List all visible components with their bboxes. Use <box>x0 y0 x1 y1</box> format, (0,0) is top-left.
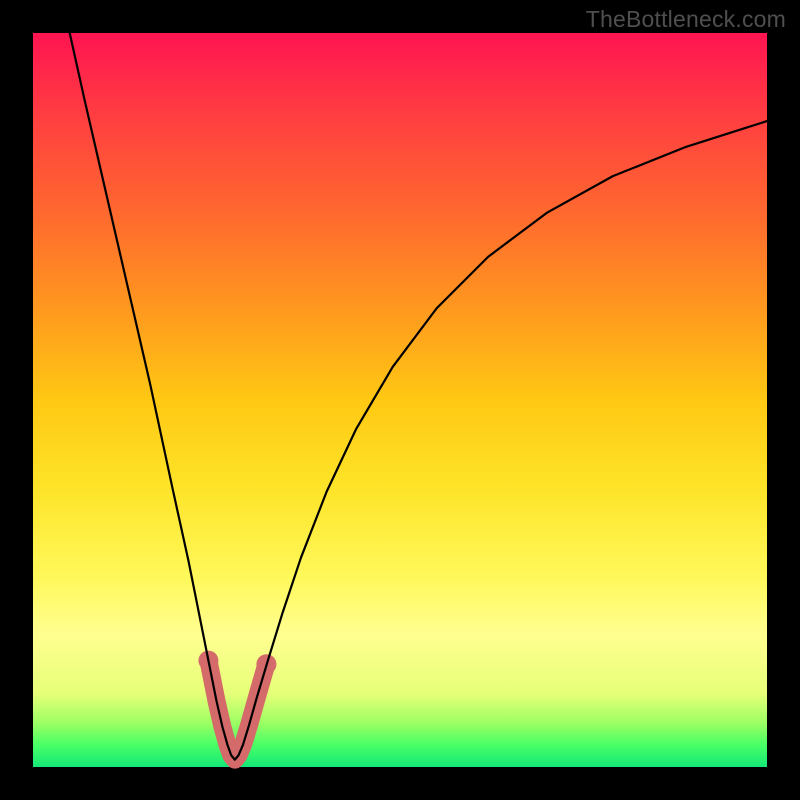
plot-area <box>33 33 767 767</box>
watermark-text: TheBottleneck.com <box>586 6 786 33</box>
